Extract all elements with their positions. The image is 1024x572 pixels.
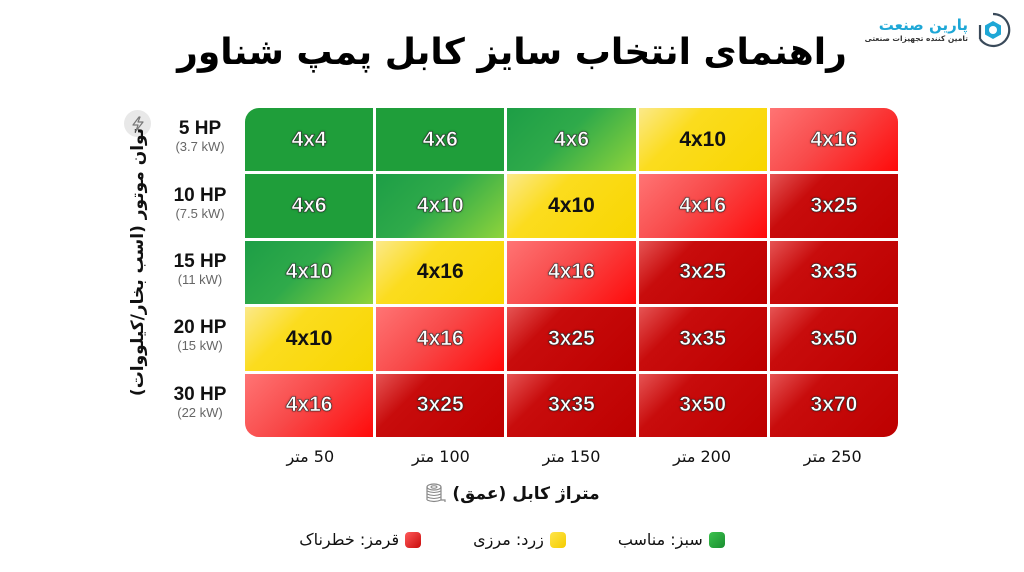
grid-cell: 4x16 <box>376 240 505 305</box>
grid-cell: 4x10 <box>376 174 505 238</box>
grid-cell: 3x25 <box>769 174 898 238</box>
logo-hexagon-icon <box>974 11 1012 49</box>
column-label: 200 متر <box>673 447 732 466</box>
x-axis-title: متراژ کابل (عمق) <box>0 482 1024 506</box>
legend-item-green: سبز: مناسب <box>618 530 725 549</box>
grid-cell: 3x35 <box>638 307 767 371</box>
grid-cell: 3x25 <box>638 240 767 305</box>
row-label: 20 HP (15 kW) <box>160 317 240 354</box>
row-label: 5 HP (3.7 kW) <box>160 118 240 155</box>
row-hp: 10 HP <box>173 185 227 206</box>
logo-name: پارین صنعت <box>878 16 968 34</box>
brand-logo: پارین صنعت تامین کننده تجهیزات صنعتی <box>865 8 1012 52</box>
grid-cell: 3x25 <box>376 373 505 437</box>
grid-cell: 3x70 <box>769 373 898 437</box>
grid-cell: 4x16 <box>638 174 767 238</box>
row-kw: (22 kW) <box>177 405 223 420</box>
grid-cell: 4x10 <box>638 108 767 172</box>
row-hp: 20 HP <box>173 317 227 338</box>
column-label: 250 متر <box>803 447 862 466</box>
y-axis-title: توان موتور (اسب بخار/کیلووات) <box>128 127 148 397</box>
row-kw: (3.7 kW) <box>175 139 225 154</box>
grid-cell: 4x16 <box>245 373 374 437</box>
column-label: 150 متر <box>542 447 601 466</box>
cable-size-grid: 4x4 4x6 4x6 4x10 4x16 4x6 4x10 4x10 4x16 3x25 4x10… <box>245 108 898 437</box>
grid-cell: 4x4 <box>245 108 374 172</box>
legend-item-red: قرمز: خطرناک <box>299 530 422 549</box>
row-kw: (15 kW) <box>177 338 223 353</box>
logo-tagline: تامین کننده تجهیزات صنعتی <box>864 34 968 43</box>
row-kw: (7.5 kW) <box>175 206 225 221</box>
legend-label: قرمز: خطرناک <box>299 530 400 549</box>
grid-cell: 4x10 <box>507 174 636 238</box>
row-hp: 5 HP <box>178 118 222 139</box>
column-label: 100 متر <box>411 447 470 466</box>
row-kw: (11 kW) <box>177 272 223 287</box>
red-swatch <box>405 531 422 548</box>
green-swatch <box>708 531 725 548</box>
legend-label: زرد: مرزی <box>473 530 544 549</box>
column-label: 50 متر <box>286 447 335 466</box>
legend-label: سبز: مناسب <box>617 530 703 549</box>
grid-cell: 4x6 <box>507 108 636 172</box>
grid-cell: 4x10 <box>245 240 374 305</box>
cable-spool-icon <box>426 483 447 503</box>
row-label: 10 HP (7.5 kW) <box>160 185 240 222</box>
grid-cell: 4x6 <box>376 108 505 172</box>
row-label: 30 HP (22 kW) <box>160 384 240 421</box>
grid-cell: 4x10 <box>245 307 374 371</box>
yellow-swatch <box>549 531 566 548</box>
grid-cell: 4x16 <box>376 307 505 371</box>
x-axis-labels: 50 متر 100 متر 150 متر 200 متر 250 متر <box>245 447 898 466</box>
grid-cell: 3x25 <box>507 307 636 371</box>
grid-cell: 3x35 <box>507 373 636 437</box>
row-label: 15 HP (11 kW) <box>160 251 240 288</box>
grid-cell: 4x16 <box>769 108 898 172</box>
row-hp: 15 HP <box>173 251 227 272</box>
grid-cell: 3x35 <box>769 240 898 305</box>
grid-cell: 3x50 <box>638 373 767 437</box>
page-title: راهنمای انتخاب سایز کابل پمپ شناور <box>177 32 847 73</box>
row-hp: 30 HP <box>173 384 227 405</box>
grid-cell: 4x16 <box>507 240 636 305</box>
x-axis-title-text: متراژ کابل (عمق) <box>452 484 600 504</box>
legend: سبز: مناسب زرد: مرزی قرمز: خطرناک <box>0 530 1024 549</box>
grid-cell: 4x6 <box>245 174 374 238</box>
legend-item-yellow: زرد: مرزی <box>473 530 566 549</box>
grid-cell: 3x50 <box>769 307 898 371</box>
lightning-icon <box>124 110 151 137</box>
